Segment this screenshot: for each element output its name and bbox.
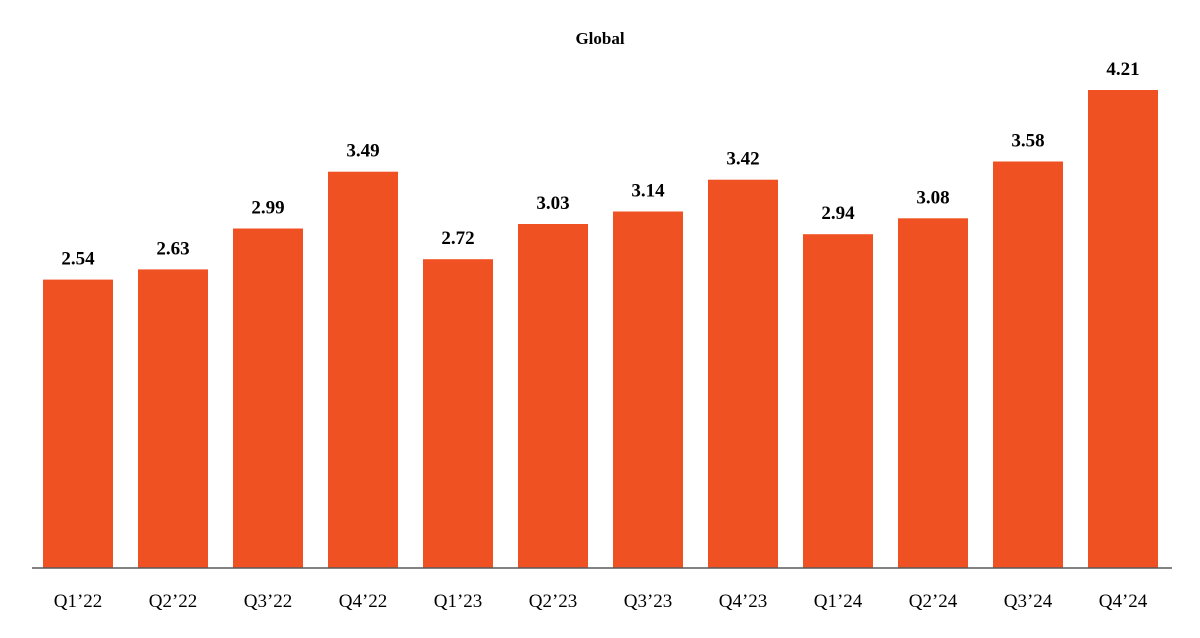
data-label-7: 3.14 xyxy=(631,181,665,202)
bar-5 xyxy=(423,259,493,568)
bar-9 xyxy=(803,234,873,568)
data-label-6: 3.03 xyxy=(536,193,569,214)
bar-6 xyxy=(518,224,588,568)
bar-7 xyxy=(613,211,683,568)
data-label-2: 2.63 xyxy=(156,238,189,259)
x-tick-label-9: Q1’24 xyxy=(814,591,863,612)
x-tick-label-6: Q2’23 xyxy=(529,591,578,612)
data-label-3: 2.99 xyxy=(251,198,284,219)
x-tick-label-8: Q4’23 xyxy=(719,591,768,612)
bar-10 xyxy=(898,218,968,569)
data-label-5: 2.72 xyxy=(441,228,474,249)
x-tick-labels: Q1’22 Q2’22 Q3’22 Q4’22 Q1’23 Q2’23 Q3’23 Q4’23… xyxy=(54,591,1148,612)
data-label-4: 3.49 xyxy=(346,141,379,162)
chart-title: Global xyxy=(575,29,624,48)
x-tick-label-5: Q1’23 xyxy=(434,591,483,612)
data-label-9: 2.94 xyxy=(821,203,855,224)
data-label-1: 2.54 xyxy=(61,249,95,270)
bar-11 xyxy=(993,161,1063,568)
x-tick-label-2: Q2’22 xyxy=(149,591,198,612)
x-tick-label-4: Q4’22 xyxy=(339,591,388,612)
x-tick-label-11: Q3’24 xyxy=(1004,591,1053,612)
bar-3 xyxy=(233,228,303,568)
bar-2 xyxy=(138,269,208,568)
data-label-10: 3.08 xyxy=(916,187,949,208)
x-tick-label-7: Q3’23 xyxy=(624,591,673,612)
x-tick-label-12: Q4’24 xyxy=(1099,591,1148,612)
bar-4 xyxy=(328,171,398,568)
x-tick-label-10: Q2’24 xyxy=(909,591,958,612)
bar-1 xyxy=(43,279,113,568)
data-label-8: 3.42 xyxy=(726,149,759,170)
x-tick-label-3: Q3’22 xyxy=(244,591,293,612)
data-label-12: 4.21 xyxy=(1106,59,1139,80)
bars-group: 2.54 2.63 2.99 3.49 2.72 3.03 3.14 3.42 2.94 3.08… xyxy=(43,59,1158,569)
bar-8 xyxy=(708,179,778,568)
bar-12 xyxy=(1088,90,1158,568)
data-label-11: 3.58 xyxy=(1011,131,1044,152)
x-tick-label-1: Q1’22 xyxy=(54,591,103,612)
